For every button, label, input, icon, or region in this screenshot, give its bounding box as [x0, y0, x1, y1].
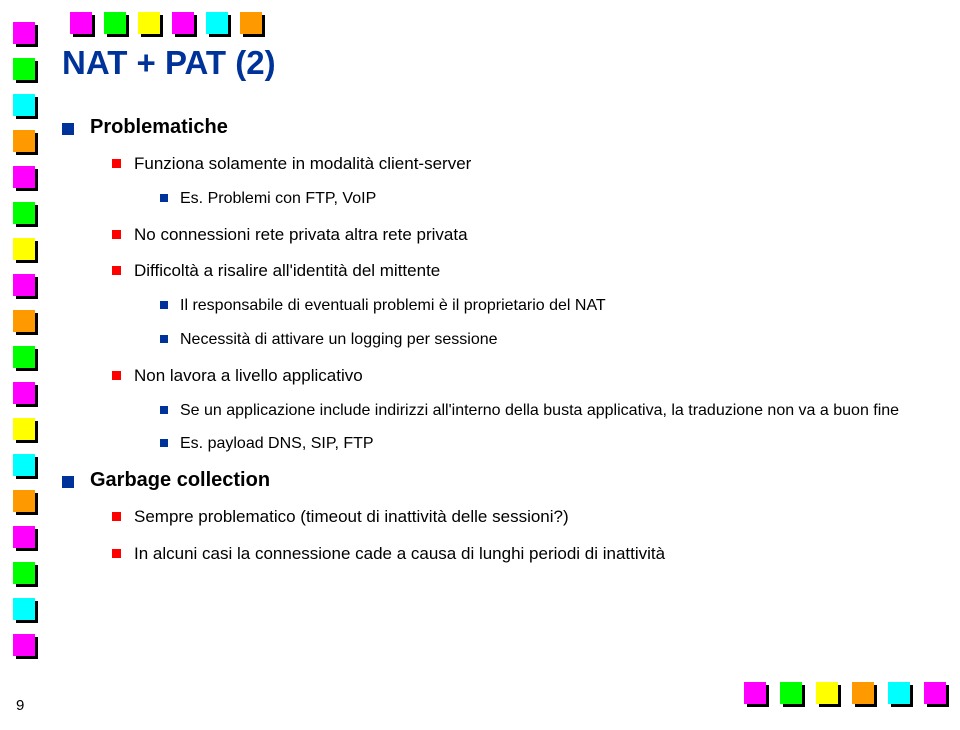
- decor-square: [13, 310, 35, 332]
- decor-square: [13, 58, 35, 80]
- decor-square: [13, 634, 35, 656]
- decor-square: [13, 526, 35, 548]
- decor-square: [13, 238, 35, 260]
- decor-square: [13, 454, 35, 476]
- subsection-list: Funziona solamente in modalità client-se…: [90, 153, 912, 455]
- subsub-item: Il responsabile di eventuali problemi è …: [160, 295, 912, 317]
- section-item: Garbage collection Sempre problematico (t…: [62, 469, 912, 566]
- bullet-list: Problematiche Funziona solamente in modal…: [62, 116, 912, 566]
- slide-content: NAT + PAT (2) Problematiche Funziona sola…: [62, 44, 912, 580]
- decor-square: [13, 562, 35, 584]
- decor-square: [13, 598, 35, 620]
- decor-square: [13, 274, 35, 296]
- decor-square: [104, 12, 126, 34]
- decor-square: [924, 682, 946, 704]
- section-item: Problematiche Funziona solamente in modal…: [62, 116, 912, 455]
- section-label: Problematiche: [90, 116, 228, 138]
- decor-square: [206, 12, 228, 34]
- decor-square: [816, 682, 838, 704]
- decor-square: [888, 682, 910, 704]
- decor-square: [13, 418, 35, 440]
- decor-square: [852, 682, 874, 704]
- decor-square: [172, 12, 194, 34]
- subsection-item: Funziona solamente in modalità client-se…: [112, 153, 912, 210]
- subsection-list: Sempre problematico (timeout di inattivi…: [90, 506, 912, 566]
- slide: NAT + PAT (2) Problematiche Funziona sola…: [0, 0, 960, 730]
- decor-square: [138, 12, 160, 34]
- subsection-item: Non lavora a livello applicativoSe un ap…: [112, 365, 912, 455]
- top-decor-band: [70, 12, 262, 34]
- left-decor-band: [13, 22, 35, 656]
- page-number: 9: [16, 697, 24, 714]
- right-decor-band: [744, 682, 946, 704]
- decor-square: [13, 22, 35, 44]
- subsub-item: Necessità di attivare un logging per ses…: [160, 329, 912, 351]
- decor-square: [240, 12, 262, 34]
- subsection-item: Difficoltà a risalire all'identità del m…: [112, 260, 912, 350]
- subsub-item: Es. payload DNS, SIP, FTP: [160, 433, 912, 455]
- decor-square: [70, 12, 92, 34]
- subsub-item: Es. Problemi con FTP, VoIP: [160, 188, 912, 210]
- section-label: Garbage collection: [90, 469, 270, 491]
- subsub-list: Se un applicazione include indirizzi all…: [134, 400, 912, 455]
- decor-square: [13, 130, 35, 152]
- subsection-item: No connessioni rete privata altra rete p…: [112, 224, 912, 247]
- decor-square: [13, 202, 35, 224]
- decor-square: [780, 682, 802, 704]
- slide-title: NAT + PAT (2): [62, 44, 912, 82]
- decor-square: [13, 346, 35, 368]
- decor-square: [744, 682, 766, 704]
- decor-square: [13, 166, 35, 188]
- decor-square: [13, 94, 35, 116]
- subsection-item: In alcuni casi la connessione cade a cau…: [112, 543, 912, 566]
- decor-square: [13, 382, 35, 404]
- subsub-list: Il responsabile di eventuali problemi è …: [134, 295, 912, 350]
- subsub-item: Se un applicazione include indirizzi all…: [160, 400, 912, 422]
- subsub-list: Es. Problemi con FTP, VoIP: [134, 188, 912, 210]
- subsection-item: Sempre problematico (timeout di inattivi…: [112, 506, 912, 529]
- decor-square: [13, 490, 35, 512]
